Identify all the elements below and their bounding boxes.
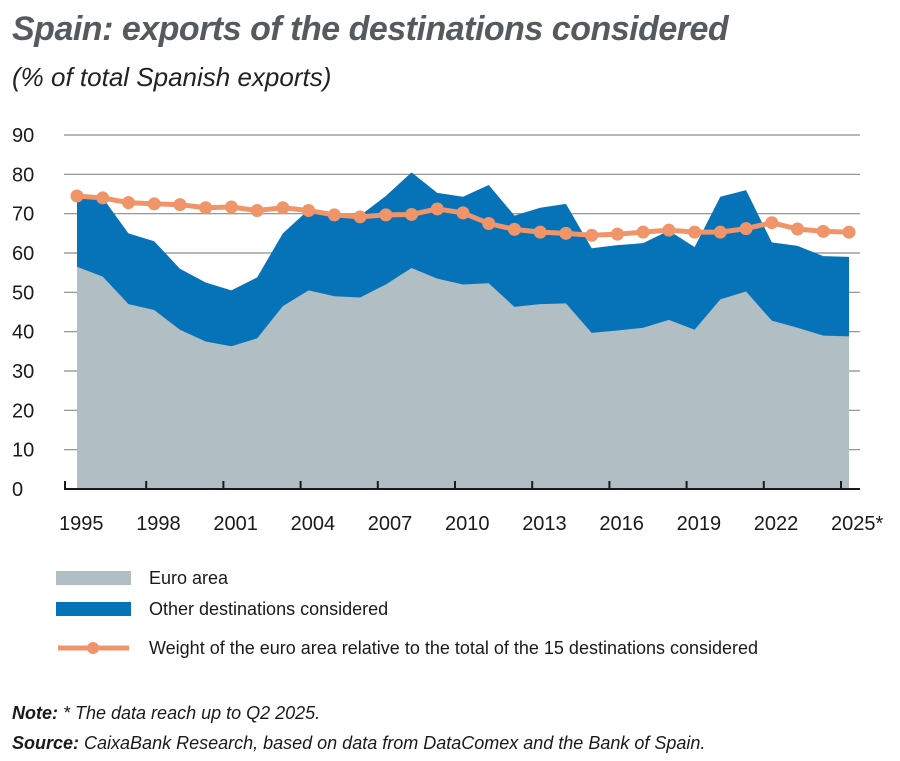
weight-point <box>405 207 419 221</box>
y-tick-label: 80 <box>12 164 34 186</box>
legend-swatch-other-destinations <box>56 602 131 616</box>
note: Note: * The data reach up to Q2 2025. <box>12 703 321 723</box>
x-tick-label: 2004 <box>291 513 336 535</box>
x-tick-label: 2019 <box>677 513 722 535</box>
weight-point <box>173 198 187 212</box>
weight-point <box>688 225 702 239</box>
weight-point <box>713 225 727 239</box>
weight-point <box>585 228 599 242</box>
y-tick-label: 60 <box>12 243 34 265</box>
legend-label: Euro area <box>149 567 229 588</box>
weight-point <box>610 227 624 241</box>
x-tick-label: 1995 <box>59 513 104 535</box>
x-tick-label: 2007 <box>368 513 413 535</box>
legend-item-euro-area: Euro area <box>56 566 228 590</box>
x-tick-label: 2013 <box>522 513 567 535</box>
weight-point <box>765 216 779 230</box>
weight-point <box>96 191 110 205</box>
legend-swatch-euro-area <box>56 571 131 585</box>
x-tick-label: 2025* <box>831 513 883 535</box>
x-tick-label: 1998 <box>136 513 181 535</box>
weight-point <box>302 204 316 218</box>
weight-point <box>739 222 753 236</box>
weight-point <box>199 201 213 215</box>
legend-item-other-destinations: Other destinations considered <box>56 597 388 621</box>
chart-title: Spain: exports of the destinations consi… <box>12 10 729 48</box>
x-tick-label: 2022 <box>754 513 799 535</box>
weight-point <box>842 225 856 239</box>
y-tick-label: 70 <box>12 204 34 226</box>
weight-point <box>559 226 573 240</box>
weight-point <box>250 204 264 218</box>
source: Source: CaixaBank Research, based on dat… <box>12 733 706 753</box>
weight-point <box>70 189 84 203</box>
y-tick-label: 50 <box>12 282 34 304</box>
y-tick-label: 40 <box>12 322 34 344</box>
chart-subtitle: (% of total Spanish exports) <box>12 62 332 92</box>
y-tick-label: 10 <box>12 440 34 462</box>
weight-point <box>379 208 393 222</box>
weight-point <box>507 222 521 236</box>
area-chart: 0 10 20 30 40 50 60 70 80 90 1995 1998 2001 2004 2007 2… <box>12 125 883 535</box>
weight-point <box>353 210 367 224</box>
weight-point <box>121 196 135 210</box>
weight-point <box>533 225 547 239</box>
weight-point <box>327 208 341 222</box>
weight-point <box>636 225 650 239</box>
y-tick-label: 30 <box>12 361 34 383</box>
y-tick-label: 0 <box>12 479 23 501</box>
weight-point <box>482 217 496 230</box>
weight-point <box>662 223 676 237</box>
weight-point <box>276 201 290 215</box>
weight-point <box>456 206 470 220</box>
x-tick-label: 2016 <box>599 513 644 535</box>
x-tick-label: 2010 <box>445 513 490 535</box>
weight-point <box>791 222 805 236</box>
series-area-euro-area <box>77 266 849 489</box>
legend-swatch-weight <box>58 642 129 654</box>
x-tick-label: 2001 <box>213 513 258 535</box>
weight-point <box>224 200 238 214</box>
footnotes: Note: * The data reach up to Q2 2025. So… <box>12 698 705 758</box>
legend-item-weight: Weight of the euro area relative to the … <box>56 636 758 660</box>
legend-label: Other destinations considered <box>149 598 389 619</box>
y-tick-label: 20 <box>12 400 34 422</box>
weight-point <box>147 197 161 211</box>
y-tick-label: 90 <box>12 125 34 147</box>
weight-point <box>430 202 444 216</box>
weight-point <box>816 224 830 238</box>
legend-label: Weight of the euro area relative to the … <box>149 637 759 658</box>
